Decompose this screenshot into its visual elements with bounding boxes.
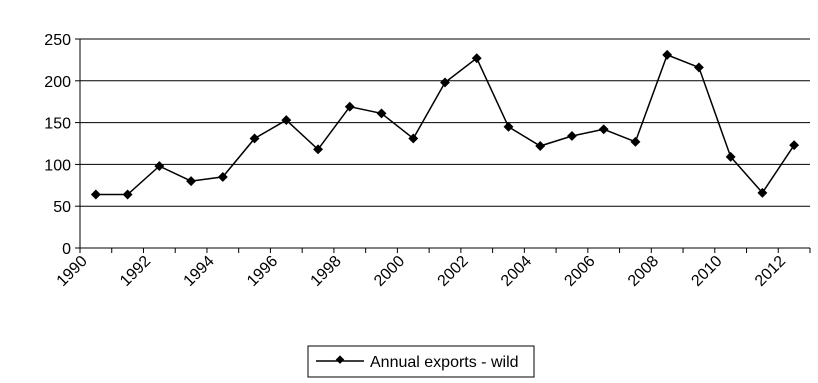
legend: Annual exports - wild	[307, 345, 535, 378]
x-tick-label: 1994	[181, 253, 218, 290]
gridlines	[80, 38, 810, 207]
data-point-marker	[408, 133, 419, 144]
data-point-marker	[662, 49, 673, 60]
data-point-marker	[789, 140, 800, 151]
x-tick-label: 2002	[435, 253, 472, 290]
data-point-marker	[567, 131, 577, 141]
axes	[79, 39, 810, 249]
data-point-marker	[535, 141, 546, 151]
data-point-marker	[217, 171, 228, 182]
legend-marker-icon	[335, 355, 345, 364]
data-point-marker	[630, 136, 641, 147]
x-tick-label: 2000	[371, 253, 408, 290]
x-tick-label: 2008	[625, 253, 662, 290]
data-point-marker	[249, 133, 260, 144]
data-point-marker	[122, 189, 133, 200]
x-tick-label: 2006	[561, 253, 598, 290]
y-tick-label: 50	[53, 199, 71, 216]
data-point-marker	[313, 144, 323, 155]
series-line	[95, 53, 795, 196]
data-point-marker	[693, 62, 704, 73]
y-tick-label: 0	[62, 241, 71, 258]
data-point-marker	[598, 124, 609, 135]
x-tick-label: 1996	[244, 253, 281, 290]
y-tick-label: 150	[44, 116, 71, 133]
data-point-marker	[725, 151, 736, 162]
y-tick-label: 100	[44, 157, 71, 174]
x-tick-label: 2012	[752, 253, 789, 290]
x-tick-label: 1992	[117, 253, 154, 290]
x-tick-label: 1990	[54, 253, 91, 290]
x-axis-ticks: 1990 1992 1994 1996 1998 2000 2002 2004 2006 2008…	[54, 248, 811, 290]
x-tick-label: 2004	[498, 253, 535, 290]
legend-label: Annual exports - wild	[370, 354, 519, 371]
data-point-marker	[90, 189, 101, 200]
data-point-marker	[757, 187, 768, 198]
y-tick-label: 250	[44, 32, 71, 49]
data-point-marker	[186, 176, 197, 187]
y-tick-label: 200	[44, 74, 71, 91]
data-point-marker	[503, 121, 514, 132]
y-axis-ticks: 0 50 100 150 200 250	[44, 32, 80, 258]
data-series	[90, 49, 800, 200]
data-point-marker	[154, 161, 165, 172]
x-tick-label: 1998	[308, 253, 345, 290]
x-tick-label: 2010	[688, 253, 725, 290]
